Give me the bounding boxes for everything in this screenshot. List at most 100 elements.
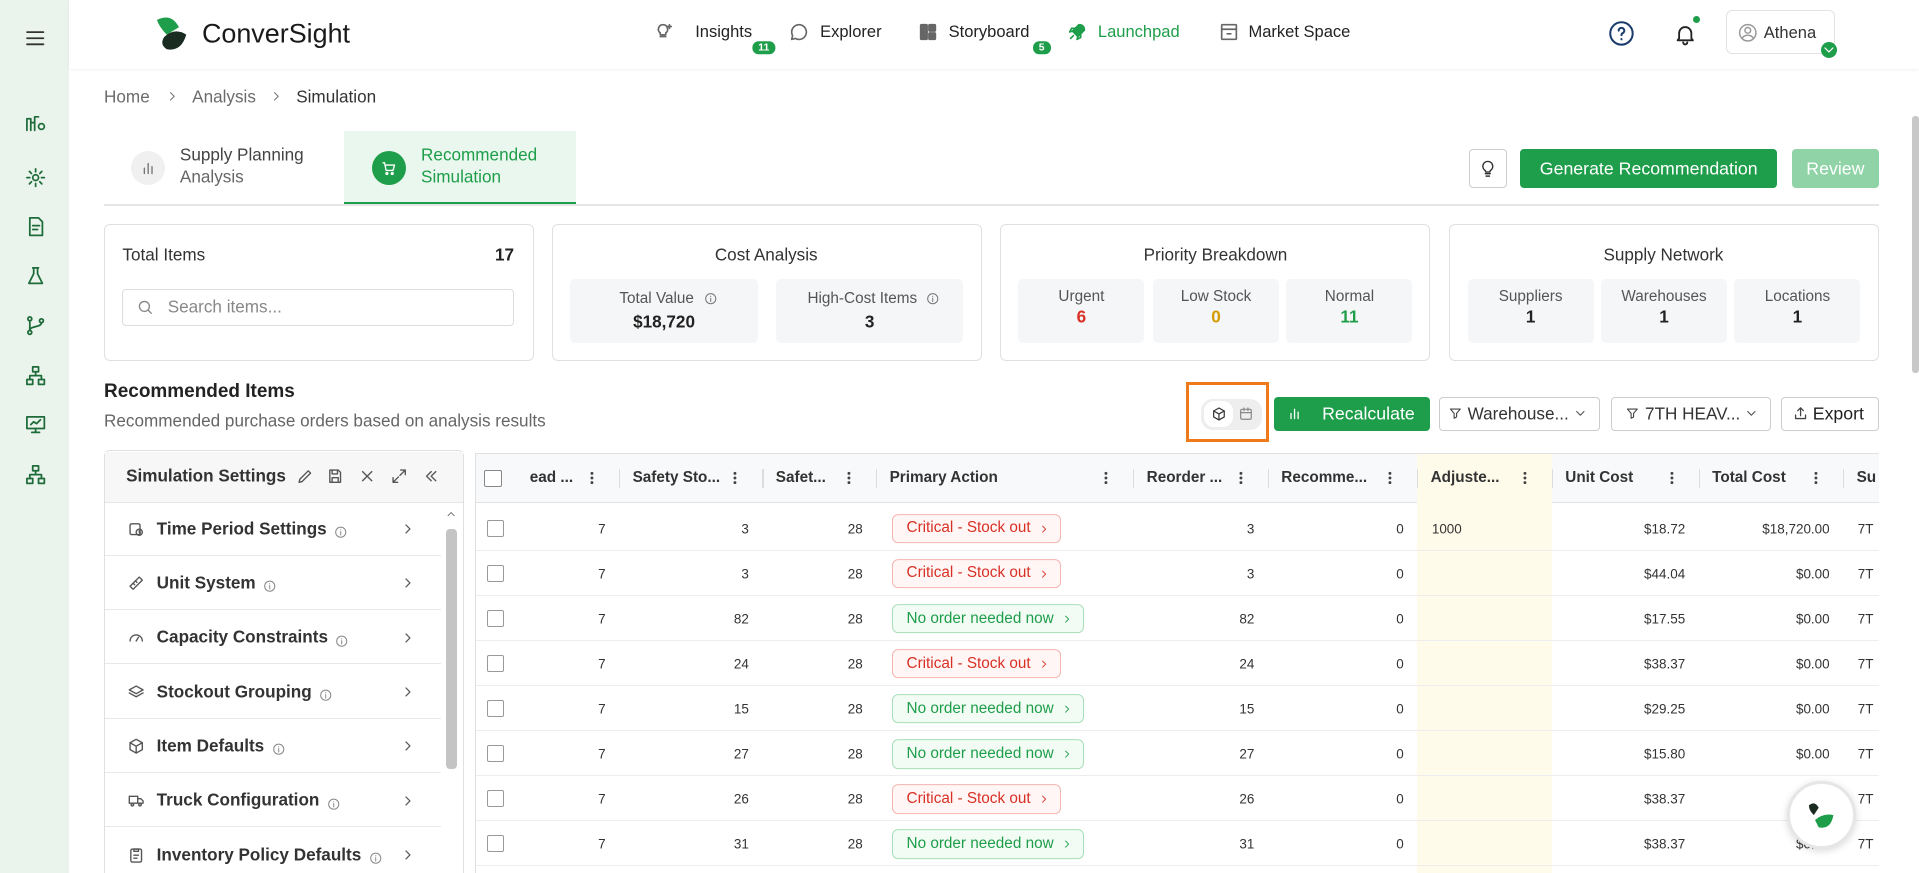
settings-row[interactable]	[105, 719, 441, 774]
nav-icon[interactable]	[1218, 21, 1240, 43]
settings-row[interactable]	[105, 774, 441, 828]
table-cell: 0	[1396, 791, 1404, 807]
sidebar-icon[interactable]	[24, 413, 47, 436]
nav-icon[interactable]	[652, 21, 674, 43]
column-menu[interactable]	[841, 470, 857, 486]
nav-icon[interactable]	[1066, 21, 1088, 43]
notifications-button[interactable]	[1673, 22, 1697, 46]
nav-icon[interactable]	[917, 21, 939, 43]
help-button[interactable]	[1608, 20, 1635, 47]
sidebar-icon[interactable]	[24, 111, 47, 134]
tab-icon-bg	[372, 150, 407, 185]
column-menu[interactable]	[1517, 470, 1533, 486]
action-pill[interactable]: Critical - Stock out	[892, 783, 1061, 814]
column-menu[interactable]	[1098, 470, 1114, 486]
settings-action[interactable]	[326, 467, 344, 485]
search-input[interactable]	[122, 288, 515, 326]
settings-chevron	[400, 684, 416, 700]
action-pill[interactable]: No order needed now	[892, 603, 1085, 634]
table-cell: 0	[1396, 701, 1404, 717]
action-pill[interactable]: Critical - Stock out	[892, 513, 1061, 544]
table-cell: 7T	[1857, 611, 1874, 627]
settings-action[interactable]	[390, 467, 408, 485]
stat-box	[1286, 279, 1413, 343]
column-header[interactable]: Total Cost	[1712, 469, 1786, 487]
recalculate-button[interactable]	[1274, 396, 1430, 431]
action-pill[interactable]: Critical - Stock out	[892, 558, 1061, 589]
column-menu[interactable]	[1382, 470, 1398, 486]
column-header[interactable]: Safety Sto...	[632, 469, 721, 487]
column-header[interactable]: Reorder ...	[1146, 469, 1223, 487]
column-menu[interactable]	[1233, 470, 1249, 486]
icon-part	[336, 635, 348, 647]
action-pill[interactable]: No order needed now	[892, 738, 1085, 769]
settings-action[interactable]	[296, 467, 314, 485]
nav-item[interactable]: Storyboard	[948, 21, 1030, 41]
stat-value: 11	[1340, 306, 1359, 327]
icon-part	[1814, 476, 1818, 480]
brand-name: ConverSight	[201, 18, 351, 49]
settings-row[interactable]	[105, 556, 441, 611]
settings-row[interactable]	[105, 665, 441, 719]
column-header[interactable]: Unit Cost	[1565, 469, 1634, 487]
column-menu[interactable]	[1808, 470, 1824, 486]
header-checkbox[interactable]	[484, 469, 502, 487]
column-menu[interactable]	[584, 470, 600, 486]
user-menu[interactable]	[1725, 9, 1835, 54]
column-header[interactable]: Safet...	[775, 469, 826, 487]
sidebar-icon[interactable]	[24, 265, 47, 288]
column-header[interactable]: Su	[1856, 469, 1877, 487]
settings-row[interactable]	[105, 502, 441, 556]
row-checkbox[interactable]	[486, 610, 505, 628]
icon-part	[1042, 660, 1047, 668]
row-checkbox[interactable]	[486, 700, 505, 718]
item-view-icon[interactable]	[1211, 406, 1227, 422]
breadcrumb-item[interactable]: Analysis	[192, 86, 256, 107]
row-checkbox[interactable]	[486, 745, 505, 763]
filter-dropdown[interactable]	[1610, 396, 1772, 431]
menu-button[interactable]	[23, 26, 47, 50]
sidebar-icon[interactable]	[24, 364, 47, 387]
column-header[interactable]: Recomme...	[1281, 469, 1368, 487]
icon-part	[1609, 20, 1635, 46]
icon-part	[369, 852, 381, 864]
nav-item[interactable]: Launchpad	[1097, 21, 1180, 41]
action-pill[interactable]: Critical - Stock out	[892, 648, 1061, 679]
icon-part	[1482, 160, 1494, 177]
sidebar-icon[interactable]	[24, 166, 47, 189]
nav-item[interactable]: Explorer	[820, 21, 882, 41]
hint-button[interactable]	[1468, 149, 1507, 189]
column-header[interactable]: Primary Action	[889, 469, 998, 487]
action-pill[interactable]: No order needed now	[892, 828, 1085, 859]
review-button[interactable]	[1791, 149, 1879, 189]
sidebar-icon[interactable]	[24, 314, 47, 337]
breadcrumb-item[interactable]: Home	[104, 86, 150, 107]
calendar-view-icon[interactable]	[1238, 406, 1254, 422]
chat-launcher[interactable]	[1787, 780, 1856, 850]
stat-label: Total Value	[619, 289, 694, 307]
nav-item[interactable]: Insights	[695, 21, 753, 41]
column-header[interactable]: Adjuste...	[1430, 469, 1500, 487]
settings-action[interactable]	[358, 467, 376, 485]
row-checkbox[interactable]	[486, 835, 505, 853]
row-checkbox[interactable]	[486, 790, 505, 808]
action-pill[interactable]: No order needed now	[892, 693, 1085, 724]
row-checkbox[interactable]	[486, 565, 505, 583]
column-header[interactable]: ead ...	[529, 469, 574, 487]
icon-part	[1523, 481, 1527, 485]
icon-part	[1824, 47, 1834, 53]
column-menu[interactable]	[1664, 470, 1680, 486]
summary-card	[1449, 223, 1879, 362]
generate-button[interactable]	[1520, 149, 1778, 189]
row-checkbox[interactable]	[486, 655, 505, 673]
filter-dropdown[interactable]	[1439, 396, 1600, 431]
settings-action[interactable]	[422, 467, 440, 485]
row-checkbox[interactable]	[486, 519, 505, 538]
nav-icon[interactable]	[788, 21, 810, 43]
sidebar-icon[interactable]	[24, 463, 47, 486]
settings-row[interactable]	[105, 611, 441, 665]
sidebar-icon[interactable]	[24, 215, 47, 238]
nav-item[interactable]: Market Space	[1248, 21, 1351, 41]
export-button[interactable]	[1780, 396, 1879, 431]
column-menu[interactable]	[727, 470, 743, 486]
